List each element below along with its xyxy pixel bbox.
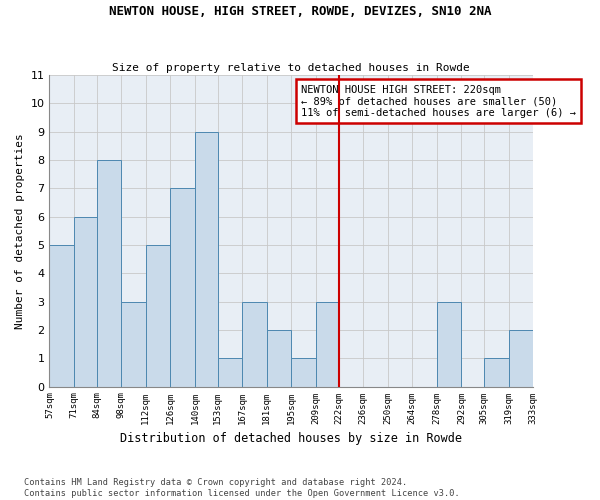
Bar [242, 302, 267, 386]
Bar [316, 302, 338, 386]
Bar [97, 160, 121, 386]
Bar [292, 358, 316, 386]
Bar [121, 302, 146, 386]
Text: Contains HM Land Registry data © Crown copyright and database right 2024.
Contai: Contains HM Land Registry data © Crown c… [24, 478, 460, 498]
Title: Size of property relative to detached houses in Rowde: Size of property relative to detached ho… [112, 63, 470, 73]
Bar [484, 358, 509, 386]
Bar [49, 245, 74, 386]
X-axis label: Distribution of detached houses by size in Rowde: Distribution of detached houses by size … [121, 432, 463, 445]
Bar [509, 330, 533, 386]
Bar [195, 132, 218, 386]
Bar [146, 245, 170, 386]
Bar [218, 358, 242, 386]
Bar [267, 330, 292, 386]
Bar [170, 188, 195, 386]
Bar [437, 302, 461, 386]
Bar [74, 216, 97, 386]
Text: NEWTON HOUSE, HIGH STREET, ROWDE, DEVIZES, SN10 2NA: NEWTON HOUSE, HIGH STREET, ROWDE, DEVIZE… [109, 5, 491, 18]
Y-axis label: Number of detached properties: Number of detached properties [15, 133, 25, 328]
Text: NEWTON HOUSE HIGH STREET: 220sqm
← 89% of detached houses are smaller (50)
11% o: NEWTON HOUSE HIGH STREET: 220sqm ← 89% o… [301, 84, 576, 117]
